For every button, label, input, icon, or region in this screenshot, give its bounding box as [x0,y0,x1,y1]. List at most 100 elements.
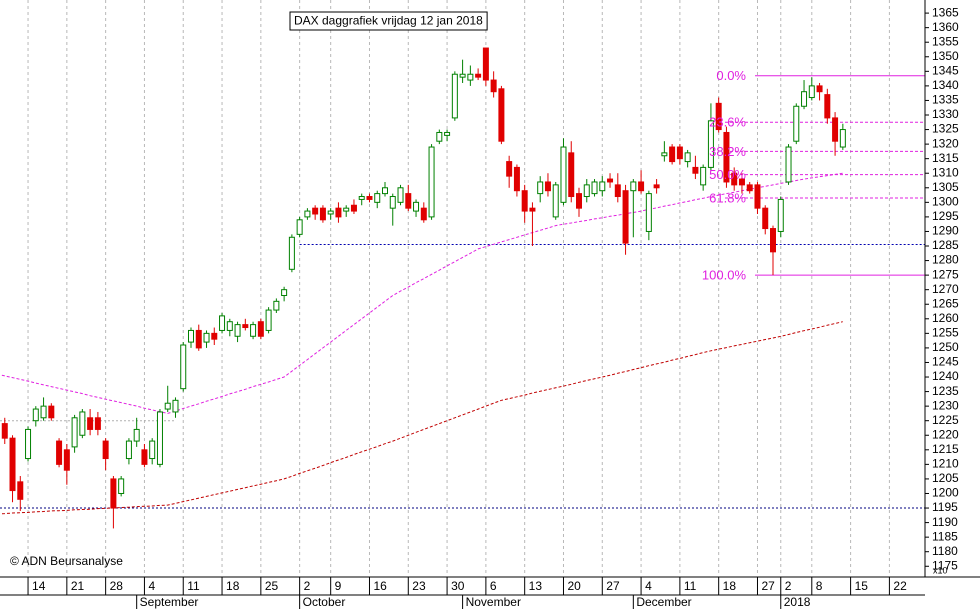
moving-average [0,321,843,515]
x-tick-label: 2 [785,579,792,593]
candle-body [281,289,288,297]
fib-label: 38.2% [709,144,746,159]
candle-body [451,73,458,119]
y-tick-label: 1355 [932,34,959,48]
candle-body [32,408,39,422]
candle-body [839,129,846,148]
scale-note: x10 [933,565,948,575]
candle-body [242,324,249,329]
candle-body [576,193,582,209]
candle-body [638,181,645,192]
candle-body [762,207,769,230]
candle-body [350,204,357,212]
y-tick-label: 1360 [932,20,959,34]
candle-body [700,166,707,186]
candle-body [203,332,210,343]
candle-body [552,184,559,218]
candle-body [591,181,598,195]
candle-body [583,184,590,198]
candle-body [723,131,730,183]
x-tick-label: 11 [187,579,200,593]
x-tick-label: 6 [490,579,497,593]
y-tick-label: 1300 [932,195,959,209]
y-tick-label: 1185 [932,529,958,543]
x-tick-label: 30 [451,579,465,593]
candle-body [133,428,140,442]
candle-body [250,324,257,337]
candle-body [490,79,497,93]
x-tick-label: 4 [148,579,155,593]
candle-body [1,423,8,439]
candle-body [444,131,451,136]
candle-body [87,417,94,430]
y-tick-label: 1330 [932,107,959,121]
candle-body [156,411,163,465]
y-tick-label: 1245 [932,355,959,369]
candle-body [343,207,350,212]
candle-body [358,196,365,200]
candle-body [397,187,404,203]
candle-body [180,344,187,390]
y-tick-label: 1285 [932,238,959,252]
y-tick-label: 1265 [932,296,959,310]
candle-body [622,190,629,244]
candle-body [296,219,303,235]
candle-body [257,321,264,337]
candle-body [366,196,373,200]
y-tick-label: 1255 [932,326,959,340]
candle-body [149,440,156,460]
candle-body [71,417,78,448]
candle-body [793,105,800,142]
candle-body [785,146,792,183]
candle-body [832,117,839,142]
y-tick-label: 1305 [932,180,959,194]
fib-label: 61.8% [709,190,746,205]
copyright: © ADN Beursanalyse [10,554,123,568]
y-tick-label: 1350 [932,49,959,63]
y-tick-label: 1210 [932,457,959,471]
candle-body [599,181,606,192]
candle-body [544,181,551,192]
y-tick-label: 1315 [932,151,959,165]
candle-body [25,428,32,460]
y-tick-label: 1295 [932,209,959,223]
month-label: December [636,595,691,609]
candle-body [374,193,381,203]
x-tick-label: 27 [606,579,620,593]
plot-area [0,47,925,529]
candle-body [746,184,753,192]
x-tick-label: 18 [723,579,737,593]
x-tick-label: 11 [684,579,697,593]
y-tick-label: 1180 [932,544,958,558]
candle-body [801,91,808,107]
candle-body [420,207,427,221]
y-tick-label: 1205 [932,471,959,485]
candle-body [568,152,575,198]
candle-body [428,146,435,218]
month-label: 2018 [784,595,811,609]
candle-body [459,73,466,78]
candle-body [529,207,536,212]
candle-body [405,193,412,209]
month-label: November [466,595,521,609]
candle-body [498,88,505,142]
candle-body [715,102,722,131]
candle-body [692,166,699,174]
candle-body [56,440,63,465]
candle-body [808,85,815,99]
y-tick-label: 1190 [932,515,958,529]
fib-label: 100.0% [702,268,747,283]
y-tick-label: 1215 [932,442,959,456]
candle-body [630,181,637,192]
candle-body [389,196,396,209]
candle-body [164,402,171,410]
candle-body [475,73,482,78]
y-tick-label: 1200 [932,486,959,500]
candle-body [125,440,132,460]
candle-body [327,210,334,215]
candle-body [265,309,272,331]
candle-body [676,146,683,160]
candle-body [707,120,714,168]
y-tick-label: 1270 [932,282,959,296]
candle-body [79,411,86,436]
